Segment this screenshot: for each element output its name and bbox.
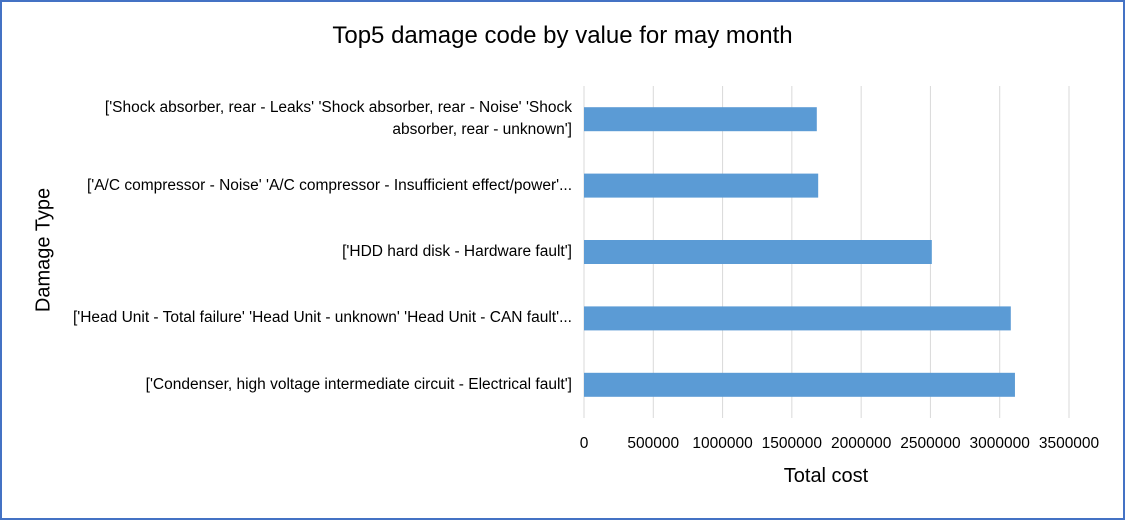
x-axis-title: Total cost <box>783 465 869 487</box>
category-label: ['HDD hard disk - Hardware fault'] <box>342 243 572 260</box>
category-labels: ['Shock absorber, rear - Leaks' 'Shock a… <box>72 99 572 393</box>
category-label: ['Head Unit - Total failure' 'Head Unit … <box>72 309 572 327</box>
x-tick-label: 3500000 <box>1039 435 1100 452</box>
category-label: ['Shock absorber, rear - Leaks' 'Shock a… <box>104 99 572 139</box>
x-tick-label: 1000000 <box>692 435 753 452</box>
x-tick-label: 2500000 <box>900 435 961 452</box>
bar <box>584 306 1011 331</box>
x-tick-label: 1500000 <box>762 435 823 452</box>
x-tick-label: 2000000 <box>831 435 892 452</box>
bar <box>584 240 932 264</box>
x-tick-label: 0 <box>580 435 589 452</box>
bar <box>584 372 1015 397</box>
x-tick-label: 3000000 <box>970 435 1031 452</box>
bar <box>584 173 819 198</box>
category-label: ['A/C compressor - Noise' 'A/C compresso… <box>86 176 572 194</box>
x-tick-label: 500000 <box>627 435 679 452</box>
bar <box>584 107 817 132</box>
chart-title: Top5 damage code by value for may month <box>332 22 793 49</box>
category-label: ['Condenser, high voltage intermediate c… <box>145 375 572 393</box>
